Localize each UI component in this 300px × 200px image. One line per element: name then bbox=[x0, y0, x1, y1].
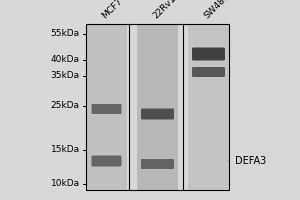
Text: SW480: SW480 bbox=[202, 0, 231, 20]
Text: 22Rv1: 22Rv1 bbox=[151, 0, 178, 20]
Text: MCF7: MCF7 bbox=[100, 0, 124, 20]
Text: 55kDa: 55kDa bbox=[50, 29, 80, 38]
FancyBboxPatch shape bbox=[141, 159, 174, 169]
FancyBboxPatch shape bbox=[192, 47, 225, 60]
Text: 40kDa: 40kDa bbox=[51, 55, 80, 64]
FancyBboxPatch shape bbox=[92, 156, 122, 166]
Text: 35kDa: 35kDa bbox=[50, 72, 80, 80]
Bar bbox=[137, 24, 178, 190]
FancyBboxPatch shape bbox=[192, 67, 225, 77]
Bar bbox=[86, 24, 229, 190]
Text: DEFA3: DEFA3 bbox=[229, 156, 266, 166]
FancyBboxPatch shape bbox=[92, 104, 122, 114]
Text: 15kDa: 15kDa bbox=[50, 146, 80, 154]
Text: 25kDa: 25kDa bbox=[51, 102, 80, 110]
Bar bbox=[188, 24, 229, 190]
FancyBboxPatch shape bbox=[141, 108, 174, 119]
Text: 10kDa: 10kDa bbox=[50, 180, 80, 188]
Bar bbox=[86, 24, 127, 190]
